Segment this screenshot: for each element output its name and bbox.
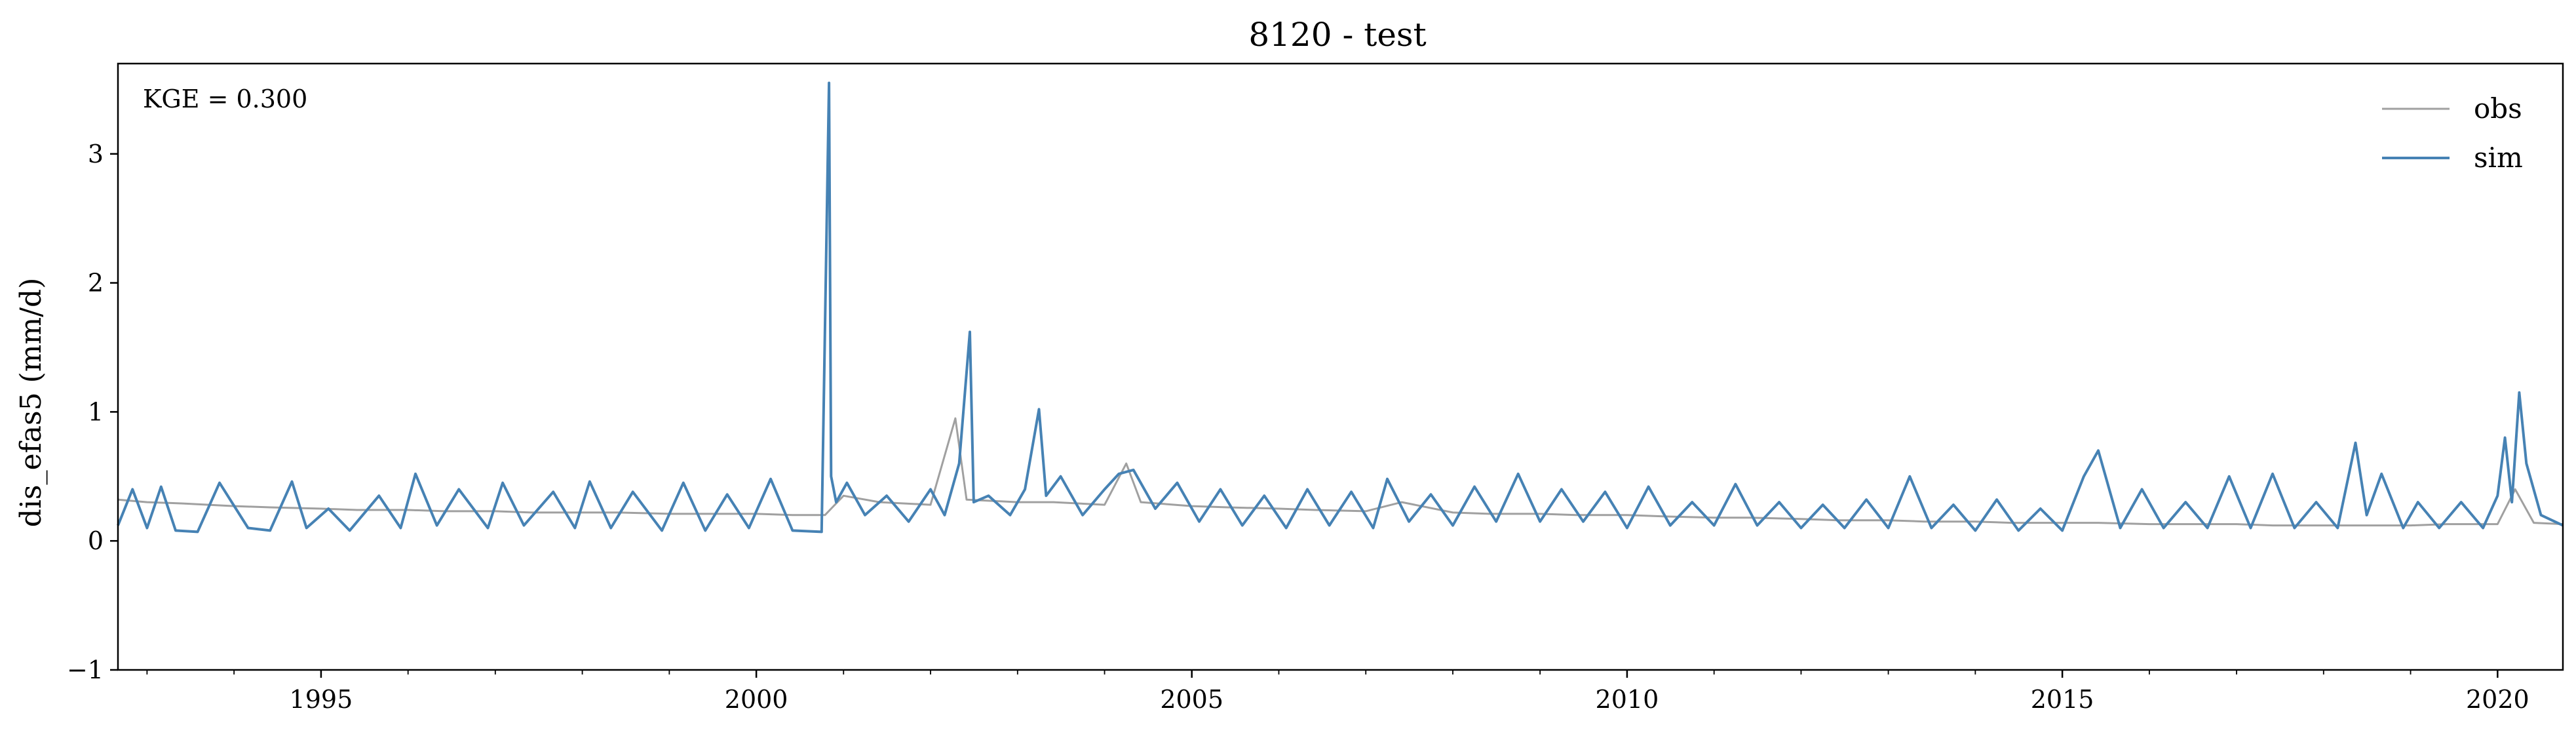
- chart-title: 8120 - test: [1248, 16, 1426, 54]
- x-tick-label: 2015: [2031, 685, 2094, 714]
- legend: obs sim: [2382, 92, 2523, 174]
- y-axis-label: dis_efas5 (mm/d): [14, 278, 48, 528]
- y-tick-label: 1: [88, 397, 104, 426]
- x-tick-label: 2020: [2466, 685, 2529, 714]
- y-tick-label: 2: [88, 269, 104, 298]
- series-line-sim: [117, 81, 2564, 534]
- plot-frame: [117, 62, 2564, 671]
- y-tick-label: −1: [67, 655, 104, 684]
- x-tick-label: 2005: [1160, 685, 1223, 714]
- x-tick-label: 2000: [725, 685, 788, 714]
- plot-area: −1 0 1 2 3 1995 2000 2005 2010 2015 2020: [67, 62, 2564, 714]
- x-tick-label: 2010: [1596, 685, 1659, 714]
- y-tick-label: 3: [88, 140, 104, 168]
- x-tick-label: 1995: [290, 685, 353, 714]
- y-tick-label: 0: [88, 526, 104, 555]
- legend-label-obs: obs: [2474, 92, 2522, 125]
- legend-label-sim: sim: [2474, 142, 2523, 174]
- kge-annotation: KGE = 0.300: [143, 85, 307, 113]
